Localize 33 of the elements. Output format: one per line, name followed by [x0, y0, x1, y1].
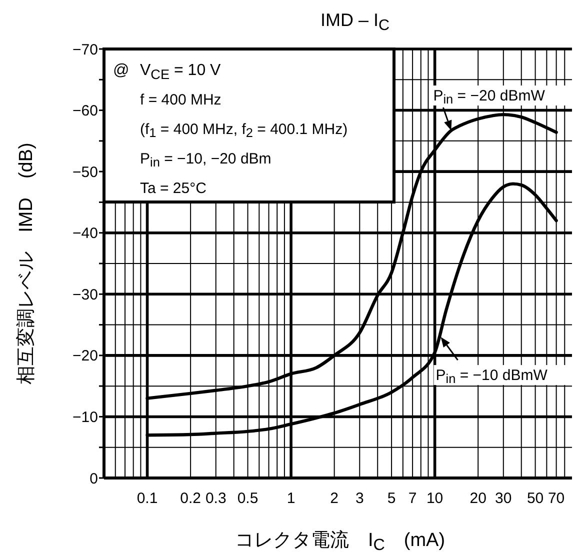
- x-tick-label: 0.5: [237, 490, 258, 507]
- chart-title: IMD – I$_{C}$: [320, 10, 390, 34]
- x-tick-label: 0.3: [205, 490, 226, 507]
- y-axis-title: 相互変調レベル IMD (dB): [15, 142, 37, 384]
- y-tick-label: −70: [72, 41, 98, 58]
- y-tick-label: −30: [72, 286, 98, 304]
- y-tick-label: −20: [72, 348, 98, 365]
- annotation: (f$_{1}$ = 400 MHz, f$_{2}$ = 400.1 MHz): [140, 121, 348, 140]
- x-tick-label: 0.1: [136, 490, 158, 507]
- x-axis-title: コレクタ電流 I$_{C}$ (mA): [234, 529, 446, 554]
- y-tick-label: −40: [72, 225, 98, 242]
- annotation: P$_{in}$ = −20 dBmW: [433, 88, 546, 107]
- x-tick-label: 70: [548, 490, 565, 507]
- y-tick-label: −50: [72, 164, 98, 181]
- y-tick-label: −10: [72, 408, 98, 426]
- annotation: Ta = 25°C: [140, 180, 207, 197]
- x-tick-label: 0.2: [180, 490, 201, 507]
- x-tick-label: 5: [387, 490, 396, 507]
- x-tick-label: 3: [355, 490, 364, 507]
- annotation: @: [113, 62, 130, 79]
- x-tick-label: 50: [526, 490, 544, 507]
- annotation: P$_{in}$ = −10, −20 dBm: [140, 150, 272, 170]
- annotation: V$_{CE}$ = 10 V: [140, 62, 222, 82]
- x-tick-label: 20: [470, 490, 486, 507]
- x-tick-label: 1: [286, 490, 296, 507]
- x-tick-label: 10: [426, 490, 444, 507]
- annotation: P$_{in}$ = −10 dBmW: [436, 367, 548, 386]
- y-tick-label: −60: [72, 102, 98, 120]
- x-tick-label: 2: [330, 490, 338, 507]
- y-tick-label: 0: [90, 470, 98, 488]
- x-tick-label: 7: [408, 490, 417, 507]
- x-tick-label: 30: [495, 490, 512, 507]
- annotation: f = 400 MHz: [140, 92, 222, 108]
